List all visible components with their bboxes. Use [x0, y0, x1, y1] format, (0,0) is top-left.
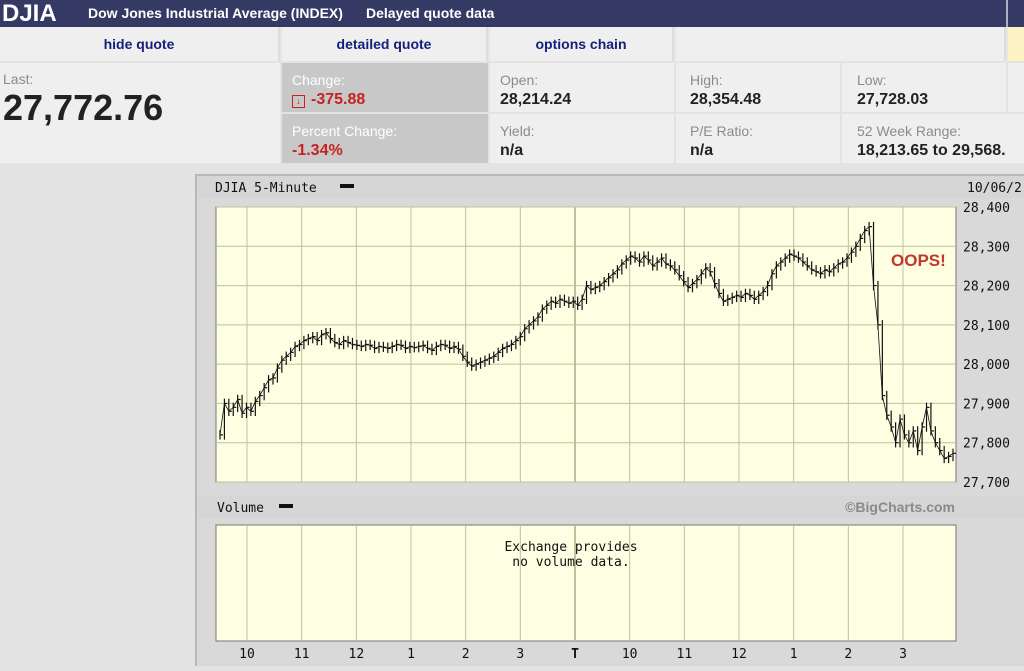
last-price-cell: Last: 27,772.76: [0, 63, 280, 163]
chart-title-dash: [340, 184, 354, 188]
range-value: 18,213.65 to 29,568.: [857, 142, 1006, 159]
delay-note: Delayed quote data: [366, 5, 495, 21]
tab-highlight: [1008, 27, 1024, 61]
high-value: 28,354.48: [690, 91, 762, 108]
low-label: Low:: [857, 72, 887, 88]
change-label: Change:: [292, 72, 345, 88]
oops-annotation: OOPS!: [891, 251, 946, 270]
tab-empty: [676, 27, 1006, 61]
last-value: 27,772.76: [3, 87, 164, 128]
volume-header-strip: [197, 496, 1024, 518]
volume-message-2: no volume data.: [512, 555, 629, 570]
chart-date: 10/06/2: [967, 181, 1022, 196]
y-tick-label: 28,000: [963, 358, 1010, 373]
top-bar-divider: [1006, 0, 1008, 27]
volume-title: Volume: [217, 501, 264, 516]
y-axis: 28,400 28,300 28,200 28,100 28,000 27,900 27,8…: [963, 201, 1010, 491]
y-tick-label: 28,300: [963, 240, 1010, 255]
watermark: ©BigCharts.com: [845, 499, 955, 515]
last-label: Last:: [3, 71, 34, 87]
x-tick-label: 10: [239, 647, 255, 662]
pe-value: n/a: [690, 142, 714, 159]
quote-tabs: hide quote detailed quote options chain: [0, 27, 1024, 61]
x-tick-label: 12: [349, 647, 365, 662]
volume-message-1: Exchange provides: [504, 540, 637, 555]
open-value: 28,214.24: [500, 91, 572, 108]
y-tick-label: 27,800: [963, 437, 1010, 452]
open-cell: Open: 28,214.24: [490, 63, 674, 112]
chart-title: DJIA 5-Minute: [215, 181, 317, 196]
top-bar: DJIA Dow Jones Industrial Average (INDEX…: [0, 0, 1024, 27]
percent-change-label: Percent Change:: [292, 123, 398, 139]
x-tick-label: 12: [731, 647, 747, 662]
volume-grid: [246, 525, 904, 641]
volume-area: [215, 524, 957, 642]
x-tick-label: 10: [622, 647, 638, 662]
y-tick-label: 28,400: [963, 201, 1010, 216]
x-tick-label: 11: [294, 647, 310, 662]
low-value: 27,728.03: [857, 91, 929, 108]
change-value: -375.88: [311, 91, 366, 108]
x-tick-label: 1: [407, 647, 415, 662]
price-chart-panel: DJIA 5-Minute 10/06/2 28,400 28,300 28,200…: [195, 174, 1024, 666]
high-cell: High: 28,354.48: [676, 63, 840, 112]
high-label: High:: [690, 72, 723, 88]
range-cell: 52 Week Range: 18,213.65 to 29,568.: [842, 114, 1024, 163]
pe-label: P/E Ratio:: [690, 123, 754, 139]
x-axis: 10 11 12 1 2 3 T 10 11 12 1 2 3: [239, 647, 907, 662]
low-cell: Low: 27,728.03: [842, 63, 1006, 112]
tab-detailed-quote[interactable]: detailed quote: [282, 27, 488, 61]
range-label: 52 Week Range:: [857, 123, 962, 139]
index-name: Dow Jones Industrial Average (INDEX): [88, 5, 343, 21]
plot-area: [215, 206, 957, 483]
pe-cell: P/E Ratio: n/a: [676, 114, 840, 163]
chart-header-strip: [197, 176, 1024, 198]
price-chart: DJIA 5-Minute 10/06/2 28,400 28,300 28,200…: [197, 176, 1024, 662]
x-tick-label: 3: [899, 647, 907, 662]
extra-cell: [1008, 63, 1024, 112]
ticker-symbol: DJIA: [2, 0, 57, 27]
x-tick-label: 2: [844, 647, 852, 662]
yield-value: n/a: [500, 142, 524, 159]
down-arrow-icon: ↓: [292, 95, 305, 108]
yield-cell: Yield: n/a: [490, 114, 674, 163]
y-tick-label: 28,100: [963, 319, 1010, 334]
x-tick-label: 2: [462, 647, 470, 662]
percent-change-value: -1.34%: [292, 142, 343, 159]
volume-title-dash: [279, 504, 293, 508]
change-value-wrap: ↓ -375.88: [292, 91, 365, 109]
price-line: [219, 225, 954, 459]
change-cell: Change: ↓ -375.88: [282, 63, 488, 112]
x-tick-label: T: [571, 647, 579, 662]
open-label: Open:: [500, 72, 539, 88]
y-tick-label: 28,200: [963, 280, 1010, 295]
tab-options-chain[interactable]: options chain: [490, 27, 674, 61]
y-tick-label: 27,700: [963, 476, 1010, 491]
percent-change-cell: Percent Change: -1.34%: [282, 114, 488, 163]
x-tick-label: 11: [677, 647, 693, 662]
x-tick-label: 3: [516, 647, 524, 662]
tab-hide-quote[interactable]: hide quote: [0, 27, 280, 61]
y-tick-label: 27,900: [963, 397, 1010, 412]
price-series: [219, 221, 956, 464]
yield-label: Yield:: [500, 123, 535, 139]
x-tick-label: 1: [790, 647, 798, 662]
